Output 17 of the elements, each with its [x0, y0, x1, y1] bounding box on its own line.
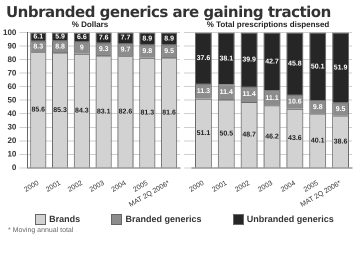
- y-tick-label: 10: [7, 150, 17, 159]
- chart-subtitle: % Total prescriptions dispensed: [206, 20, 330, 30]
- chart-title: Unbranded generics are gaining traction: [5, 2, 332, 21]
- y-tick-label: 20: [7, 136, 17, 145]
- y-tick-label: 100: [2, 28, 17, 37]
- y-tick-label: 90: [7, 41, 17, 50]
- y-tick-label: 70: [7, 68, 17, 78]
- y-tick-label: 0: [12, 163, 17, 172]
- legend-label: Branded generics: [125, 214, 202, 224]
- legend-label: Brands: [49, 214, 80, 224]
- y-tick-label: 60: [7, 82, 17, 91]
- y-tick-label: 30: [7, 122, 17, 132]
- y-tick-label: 80: [7, 54, 17, 64]
- y-tick-label: 40: [7, 108, 17, 118]
- legend-label: Unbranded generics: [246, 214, 334, 224]
- chart-subtitle: % Dollars: [72, 20, 109, 30]
- y-tick-label: 50: [7, 95, 17, 104]
